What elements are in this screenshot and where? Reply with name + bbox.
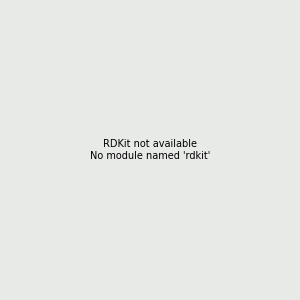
Text: RDKit not available
No module named 'rdkit': RDKit not available No module named 'rdk… (90, 139, 210, 161)
